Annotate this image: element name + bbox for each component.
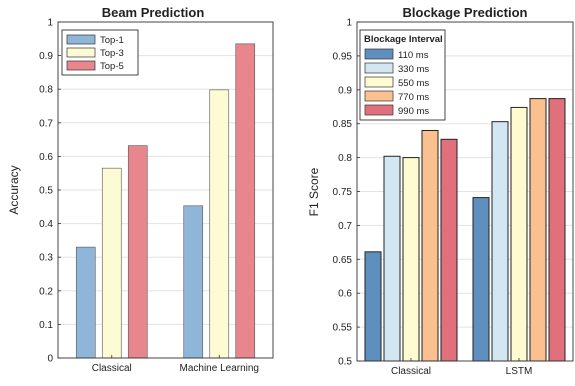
x-tick-label: Machine Learning [180, 363, 260, 374]
legend-swatch [66, 47, 96, 58]
y-tick-label: 0.5 [39, 186, 53, 197]
y-tick-label: 0.7 [39, 118, 53, 129]
legend-title: Blockage Interval [364, 34, 443, 45]
bar [183, 205, 204, 359]
bar [402, 157, 420, 362]
legend-swatch [66, 60, 96, 71]
blockage-prediction-chart: Blockage Prediction F1 Score 0.5 0.55 0.6 0… [307, 5, 574, 377]
x-tick-label: Classical [391, 366, 431, 377]
bar [209, 89, 230, 359]
bar [383, 155, 401, 362]
legend-label: 330 ms [398, 64, 429, 75]
bar [235, 43, 256, 359]
bar [421, 129, 439, 362]
legend-swatch [66, 34, 96, 45]
y-tick-label: 0.6 [39, 152, 53, 163]
legend-label: 990 ms [398, 106, 429, 117]
bar [364, 251, 382, 362]
chart-legend: Top-1 Top-3 Top-5 [61, 29, 139, 76]
legend-swatch [364, 104, 394, 116]
bar [472, 197, 490, 362]
y-tick-label: 0.55 [333, 323, 353, 334]
bar [510, 106, 528, 362]
y-tick-label: 0.3 [39, 253, 53, 264]
chart-title: Beam Prediction [102, 5, 205, 20]
x-tick-label: LSTM [506, 366, 533, 377]
legend-label: 770 ms [398, 92, 429, 103]
chart-title: Blockage Prediction [403, 5, 528, 20]
y-axis-label: F1 Score [307, 167, 321, 216]
legend-swatch [364, 76, 394, 88]
bar [101, 167, 122, 359]
y-tick-label: 0.7 [338, 221, 352, 232]
legend-label: Top-1 [100, 35, 124, 46]
y-tick-label: 1 [47, 18, 53, 29]
y-tick-label: 0.75 [333, 187, 353, 198]
bar [440, 138, 458, 362]
y-tick-label: 0.9 [39, 51, 53, 62]
legend-label: Top-3 [100, 48, 124, 59]
bar [75, 246, 96, 359]
bar [491, 121, 509, 362]
bar [548, 98, 566, 362]
beam-prediction-chart: Beam Prediction Accuracy 0 0.1 0.2 0.3 0.4 0.… [7, 5, 274, 374]
chart-legend: Blockage Interval 110 ms 330 ms 550 ms 770 m… [359, 29, 446, 121]
y-tick-label: 1 [346, 18, 352, 29]
y-tick-label: 0.5 [338, 357, 352, 368]
x-tick-label: Classical [92, 363, 132, 374]
y-tick-label: 0.6 [338, 289, 352, 300]
bar [127, 145, 148, 359]
legend-label: 110 ms [398, 50, 429, 61]
y-tick-label: 0.95 [333, 51, 353, 62]
legend-swatch [364, 48, 394, 60]
legend-swatch [364, 90, 394, 102]
legend-label: 550 ms [398, 78, 429, 89]
legend-label: Top-5 [100, 61, 124, 72]
y-tick-label: 0.65 [333, 255, 353, 266]
y-tick-label: 0.4 [39, 219, 53, 230]
y-tick-label: 0.8 [39, 85, 53, 96]
y-axis-label: Accuracy [7, 165, 21, 214]
axes-frame [57, 21, 274, 359]
y-tick-label: 0.85 [333, 119, 353, 130]
y-tick-label: 0 [47, 354, 53, 365]
y-tick-label: 0.1 [39, 320, 53, 331]
y-tick-label: 0.8 [338, 153, 352, 164]
bar [529, 98, 547, 362]
axes-frame [356, 21, 574, 362]
legend-swatch [364, 62, 394, 74]
y-tick-label: 0.2 [39, 286, 53, 297]
y-tick-label: 0.9 [338, 85, 352, 96]
